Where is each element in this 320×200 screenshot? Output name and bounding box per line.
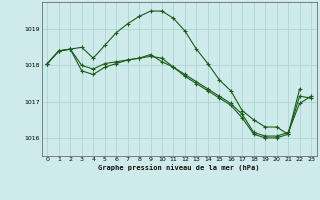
X-axis label: Graphe pression niveau de la mer (hPa): Graphe pression niveau de la mer (hPa) — [99, 164, 260, 171]
